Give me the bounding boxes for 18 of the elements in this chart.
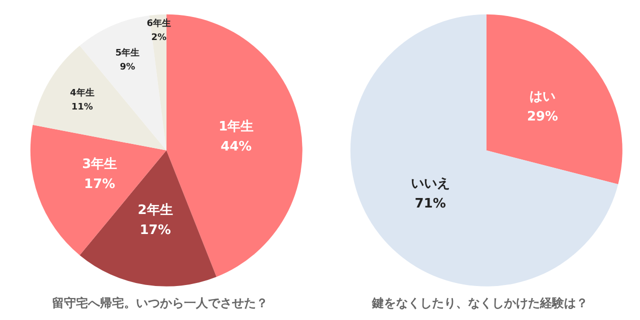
slice-label: 1年生 <box>218 120 254 135</box>
data-label: 9% <box>120 62 136 73</box>
slice-label: 6年生 <box>146 18 172 29</box>
data-label: 29% <box>526 109 558 124</box>
slice-label: いいえ <box>410 176 450 192</box>
data-label: 44% <box>220 140 252 155</box>
slice-label: 3年生 <box>82 156 118 172</box>
data-label: 71% <box>414 196 446 212</box>
text: 鍵をなくしたり、なくしかけた経験は？ <box>371 296 588 310</box>
data-label: 11% <box>71 102 93 113</box>
data-label: 17% <box>84 176 116 192</box>
slice-label: はい <box>530 89 556 104</box>
text: 留守宅へ帰宅。いつから一人でさせた？ <box>52 296 268 310</box>
data-label: 17% <box>140 223 171 238</box>
slice-label: 5年生 <box>115 48 140 59</box>
slice-label: 2年生 <box>138 203 173 218</box>
slice-label: 4年生 <box>70 88 94 99</box>
data-label: 2% <box>151 32 167 43</box>
